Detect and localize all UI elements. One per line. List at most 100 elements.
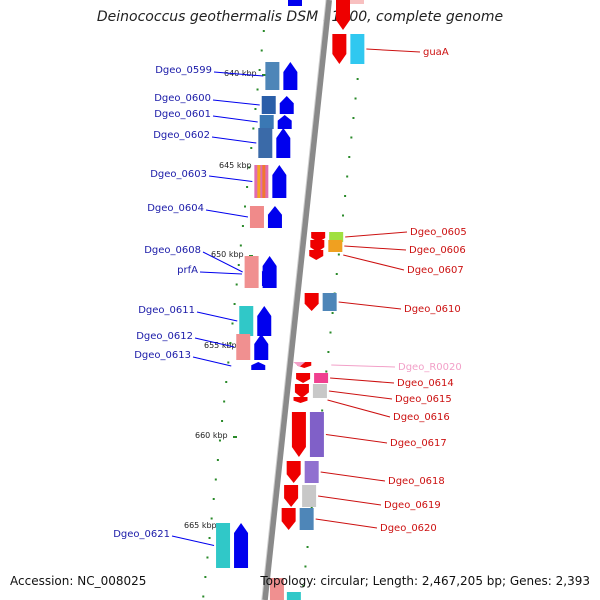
forward-gene-box	[265, 62, 280, 90]
reverse-gene-label: Dgeo_0620	[380, 523, 437, 534]
reverse-gene-arrow	[310, 240, 325, 252]
tick-mark-left	[212, 498, 215, 500]
tick-mark-right	[342, 214, 345, 217]
forward-gene-label: Dgeo_0604	[147, 203, 204, 214]
tick-mark-left	[246, 186, 249, 188]
reverse-gene-box	[329, 232, 344, 242]
reverse-gene-label: Dgeo_0616	[393, 412, 450, 423]
tick-mark-left	[248, 166, 251, 169]
tick-mark-left	[239, 244, 242, 247]
forward-gene-label: Dgeo_0612	[136, 331, 193, 342]
tick-mark-right	[344, 195, 347, 197]
forward-gene-leader	[205, 209, 249, 218]
forward-gene-arrow	[251, 362, 266, 370]
tick-mark-left	[223, 400, 226, 403]
forward-gene-box	[254, 165, 269, 198]
forward-gene-label: Dgeo_0603	[150, 169, 207, 180]
tick-mark-left	[206, 556, 209, 559]
reverse-gene-arrow	[332, 34, 347, 64]
tick-mark-right	[329, 331, 332, 334]
sequence-backbone	[261, 0, 332, 600]
forward-gene-label: Dgeo_0602	[153, 130, 210, 141]
tick-mark-left	[258, 69, 261, 71]
reverse-gene-label: Dgeo_0619	[384, 500, 441, 511]
reverse-gene-box	[269, 578, 284, 600]
feature-stripe	[257, 165, 261, 198]
tick-mark-left	[231, 322, 234, 325]
forward-gene-box	[239, 306, 254, 336]
tick-mark-right	[302, 585, 305, 587]
reverse-gene-leader	[330, 377, 395, 384]
scale-label: 655 kbp	[204, 341, 237, 350]
accession-label: Accession: NC_008025	[10, 574, 147, 588]
forward-gene-arrow	[276, 128, 291, 158]
tick-mark-right	[354, 97, 357, 100]
reverse-gene-leader	[343, 254, 405, 271]
tick-mark-left	[237, 264, 240, 266]
reverse-gene-label: Dgeo_0605	[410, 227, 467, 238]
forward-gene-box	[261, 96, 276, 114]
reverse-gene-box	[322, 293, 337, 311]
tick-mark-right	[356, 78, 359, 80]
reverse-gene-box	[304, 461, 319, 483]
scale-label: 650 kbp	[211, 250, 244, 259]
scale-label: 645 kbp	[219, 161, 252, 170]
forward-gene-leader	[171, 535, 215, 546]
reverse-gene-leader	[320, 471, 386, 482]
reverse-gene-label: Dgeo_0606	[409, 245, 466, 256]
forward-gene-arrow	[261, 262, 276, 286]
reverse-gene-leader	[331, 364, 396, 368]
reverse-gene-leader	[366, 48, 421, 53]
forward-gene-label: prfA	[177, 265, 198, 276]
tick-mark-right	[348, 156, 351, 158]
tick-mark-left	[216, 459, 219, 461]
reverse-gene-box	[302, 485, 317, 507]
forward-gene-box	[249, 206, 264, 228]
tick-mark-left	[244, 205, 247, 208]
forward-gene-leader	[212, 115, 258, 123]
scale-label: 640 kbp	[224, 69, 257, 78]
tick-mark-left	[256, 88, 259, 91]
forward-gene-label: Dgeo_0608	[144, 245, 201, 256]
tick-mark-right	[327, 351, 330, 353]
forward-gene-label: Dgeo_0600	[154, 93, 211, 104]
reverse-gene-leader	[328, 390, 393, 400]
reverse-gene-arrow	[336, 0, 350, 30]
reverse-gene-box	[350, 34, 365, 64]
sequence-backbone-highlight	[261, 0, 327, 600]
reverse-gene-box	[314, 373, 329, 383]
reverse-gene-leader	[325, 434, 388, 444]
reverse-gene-arrow	[286, 461, 301, 483]
forward-gene-box	[236, 334, 251, 360]
tick-mark-left	[241, 225, 244, 227]
reverse-gene-leader	[327, 399, 391, 418]
tick-mark-right	[352, 117, 355, 119]
reverse-gene-box	[328, 240, 343, 252]
forward-gene-box	[259, 115, 274, 129]
reverse-gene-label: Dgeo_R0020	[398, 362, 462, 373]
tick-mark-left	[218, 439, 221, 442]
reverse-gene-arrow	[296, 373, 311, 383]
reverse-gene-leader	[338, 301, 402, 310]
forward-gene-leader	[196, 311, 238, 322]
scale-label: 660 kbp	[195, 431, 228, 440]
forward-gene-leader	[212, 99, 260, 106]
tick-mark-left	[225, 381, 228, 383]
tick-mark-left	[262, 30, 265, 32]
tick-mark-right	[346, 175, 349, 178]
tick-mark-left	[208, 537, 211, 539]
reverse-gene-label: Dgeo_0618	[388, 476, 445, 487]
tick-mark-left	[214, 478, 217, 481]
forward-gene-arrow	[288, 0, 302, 6]
tick-mark-right	[331, 312, 334, 314]
scale-tick	[262, 74, 266, 76]
tick-mark-left	[235, 283, 238, 286]
reverse-gene-arrow	[309, 250, 324, 260]
forward-gene-label: Dgeo_0611	[138, 305, 195, 316]
tick-mark-right	[335, 273, 338, 275]
forward-gene-arrow	[257, 306, 272, 336]
forward-gene-arrow	[279, 96, 294, 114]
reverse-gene-label: guaA	[423, 47, 449, 58]
